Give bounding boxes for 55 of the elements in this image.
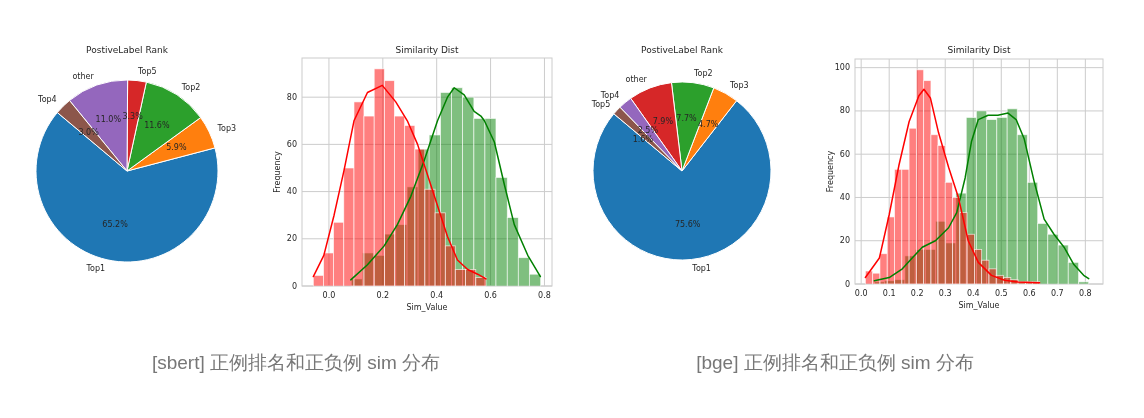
y-tick-label: 80: [839, 106, 850, 116]
slice-label: Top5: [590, 100, 611, 110]
chart-title: PostiveLabel Rank: [86, 45, 169, 55]
y-tick-label: 60: [286, 139, 297, 149]
data-label: 11.0%: [95, 115, 122, 124]
x-tick-label: 0.3: [938, 288, 952, 298]
y-tick-label: 0: [291, 281, 297, 291]
y-axis-title: Frequency: [272, 151, 282, 193]
x-tick-label: 0.2: [910, 288, 924, 298]
slice-label: Top4: [37, 95, 57, 105]
x-tick-label: 0.4: [430, 290, 444, 300]
data-label: 75.6%: [674, 219, 701, 229]
x-tick-label: 0.8: [538, 290, 551, 300]
slice-label: Top2: [693, 69, 713, 79]
y-tick-label: 100: [834, 63, 850, 73]
y-tick-label: 40: [839, 192, 850, 202]
chart-title: Similarity Dist: [947, 45, 1011, 55]
text: [sbert] 正例排名和正负例 sim 分布: [151, 351, 441, 373]
slice-label: Top1: [85, 264, 106, 274]
slice-label: Top5: [137, 67, 157, 77]
slice-label: Top3: [216, 123, 237, 133]
chart-title: PostiveLabel Rank: [641, 45, 724, 55]
slice-label: Top4: [599, 91, 620, 101]
x-axis-title: Sim_Value: [406, 302, 448, 312]
y-tick-label: 40: [286, 187, 297, 197]
data-label: 5.9%: [166, 143, 187, 153]
x-tick-label: 0.1: [882, 288, 896, 298]
x-tick-label: 0.4: [966, 288, 980, 298]
data-label: 7.7%: [676, 113, 698, 123]
x-tick-label: 0.6: [1022, 288, 1036, 298]
data-label: 11.6%: [144, 120, 170, 130]
slice-label: Top2: [180, 82, 201, 92]
slice-label: other: [625, 75, 648, 85]
x-tick-label: 0.8: [1078, 288, 1092, 298]
y-tick-label: 0: [844, 279, 850, 289]
slice-label: Top3: [729, 81, 749, 91]
x-axis-title: Sim_Value: [958, 300, 1000, 310]
chart-title: Similarity Dist: [395, 45, 459, 55]
y-tick-label: 80: [286, 92, 297, 102]
text: [bge] 正例排名和正负例 sim 分布: [696, 351, 974, 373]
y-tick-label: 20: [839, 236, 850, 246]
x-tick-label: 0.5: [994, 288, 1008, 298]
slice-label: other: [72, 72, 95, 82]
y-axis-title: Frequency: [825, 150, 835, 193]
x-tick-label: 0.2: [376, 290, 390, 300]
y-tick-label: 60: [839, 149, 850, 159]
x-tick-label: 0.6: [484, 290, 497, 300]
line-series: [864, 88, 1041, 284]
x-tick-label: 0.0: [322, 290, 336, 300]
slice-label: Top1: [691, 263, 711, 273]
data-label: 65.2%: [102, 219, 129, 229]
data-label: 7.9%: [652, 116, 674, 126]
y-tick-label: 20: [286, 234, 297, 244]
x-tick-label: 0.0: [854, 288, 868, 298]
x-tick-label: 0.7: [1050, 288, 1064, 298]
